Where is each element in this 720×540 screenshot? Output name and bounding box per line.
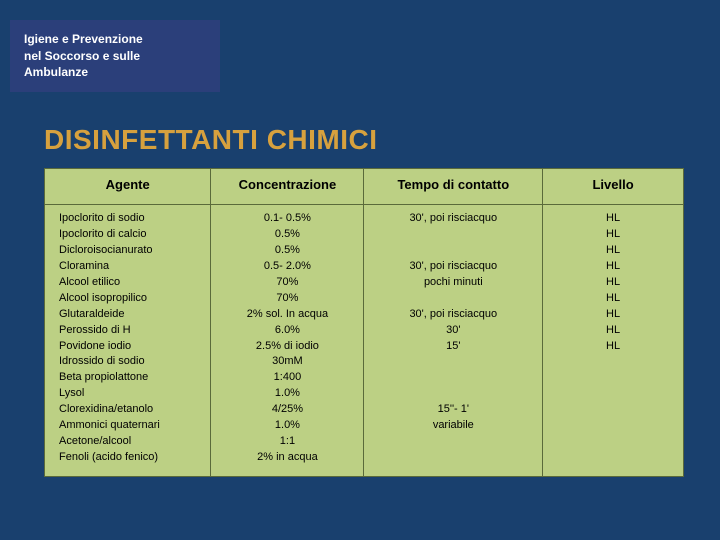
header-line-1: Igiene e Prevenzione [24,31,206,48]
col-header-tempo: Tempo di contatto [364,169,543,205]
col-header-livello: Livello [543,169,683,205]
table-body-row: Ipoclorito di sodioIpoclorito di calcioD… [45,205,683,477]
cell-tempo: 30', poi risciacquo 30', poi risciacquop… [364,205,543,477]
cell-agente: Ipoclorito di sodioIpoclorito di calcioD… [45,205,211,477]
cell-livello: HLHLHLHLHLHLHLHLHL [543,205,683,477]
header-line-3: Ambulanze [24,64,206,81]
header-line-2: nel Soccorso e sulle [24,48,206,65]
col-header-agente: Agente [45,169,211,205]
table-header-row: Agente Concentrazione Tempo di contatto … [45,169,683,205]
col-header-concentrazione: Concentrazione [211,169,364,205]
slide-title: DISINFETTANTI CHIMICI [44,124,378,156]
cell-concentrazione: 0.1- 0.5%0.5%0.5%0.5- 2.0%70%70%2% sol. … [211,205,364,477]
header-box: Igiene e Prevenzione nel Soccorso e sull… [10,20,220,92]
disinfectants-table: Agente Concentrazione Tempo di contatto … [44,168,684,477]
